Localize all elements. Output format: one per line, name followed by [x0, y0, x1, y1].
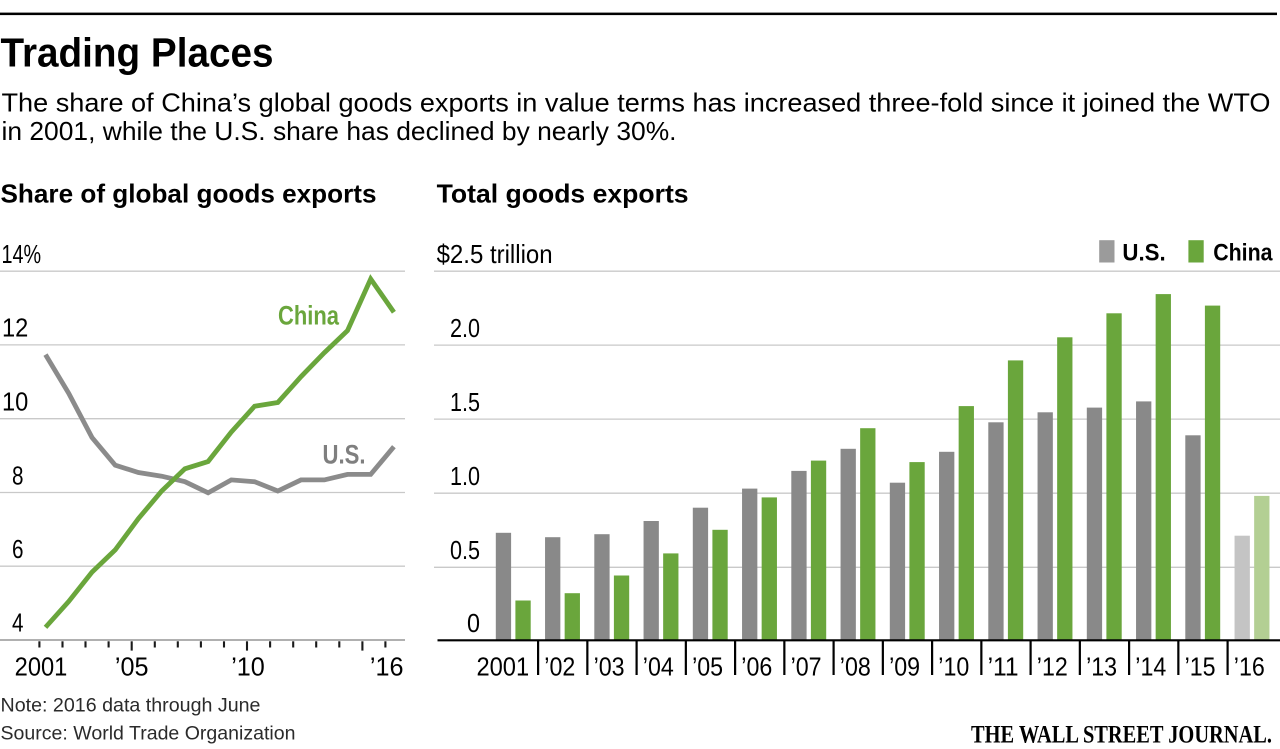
svg-text:China: China — [1213, 239, 1273, 266]
svg-text:8: 8 — [12, 460, 24, 490]
svg-text:’05: ’05 — [692, 651, 723, 681]
svg-text:’03: ’03 — [594, 651, 625, 681]
svg-text:’10: ’10 — [938, 651, 969, 681]
svg-text:1.5: 1.5 — [450, 387, 480, 417]
svg-text:’13: ’13 — [1086, 651, 1117, 681]
svg-text:Note: 2016 data through June: Note: 2016 data through June — [1, 695, 261, 717]
svg-text:2001: 2001 — [476, 651, 529, 681]
svg-text:’15: ’15 — [1185, 651, 1216, 681]
svg-text:10: 10 — [2, 387, 28, 417]
svg-text:Total goods exports: Total goods exports — [437, 179, 689, 209]
svg-text:’10: ’10 — [231, 651, 265, 681]
svg-text:Trading Places: Trading Places — [1, 29, 274, 75]
svg-text:’05: ’05 — [115, 651, 149, 681]
svg-text:’14: ’14 — [1135, 651, 1166, 681]
svg-text:’16: ’16 — [1234, 651, 1265, 681]
svg-text:4: 4 — [12, 608, 24, 638]
svg-text:U.S.: U.S. — [1122, 239, 1165, 266]
svg-text:’06: ’06 — [741, 651, 772, 681]
svg-text:14%: 14% — [2, 239, 42, 269]
svg-text:THE WALL STREET JOURNAL.: THE WALL STREET JOURNAL. — [971, 721, 1272, 748]
svg-text:’11: ’11 — [988, 651, 1019, 681]
svg-text:Share of global goods exports: Share of global goods exports — [1, 179, 377, 209]
svg-text:12: 12 — [2, 313, 28, 343]
svg-text:’12: ’12 — [1037, 651, 1068, 681]
svg-text:6: 6 — [12, 534, 24, 564]
svg-text:0: 0 — [467, 608, 480, 638]
svg-text:2.0: 2.0 — [450, 313, 480, 343]
svg-text:in 2001, while the U.S. share: in 2001, while the U.S. share has declin… — [2, 116, 677, 146]
svg-text:’09: ’09 — [889, 651, 920, 681]
svg-text:2001: 2001 — [15, 651, 68, 681]
svg-text:0.5: 0.5 — [450, 535, 480, 565]
svg-text:’02: ’02 — [544, 651, 575, 681]
svg-text:’16: ’16 — [370, 651, 404, 681]
svg-text:U.S.: U.S. — [323, 440, 366, 470]
svg-text:’07: ’07 — [791, 651, 822, 681]
svg-text:’04: ’04 — [643, 651, 674, 681]
svg-text:The share of China’s global go: The share of China’s global goods export… — [2, 88, 1271, 118]
svg-text:1.0: 1.0 — [450, 461, 480, 491]
svg-text:$2.5 trillion: $2.5 trillion — [437, 239, 553, 269]
svg-text:’08: ’08 — [840, 651, 871, 681]
svg-text:China: China — [278, 301, 340, 331]
svg-text:Source: World Trade Organizati: Source: World Trade Organization — [1, 723, 296, 745]
